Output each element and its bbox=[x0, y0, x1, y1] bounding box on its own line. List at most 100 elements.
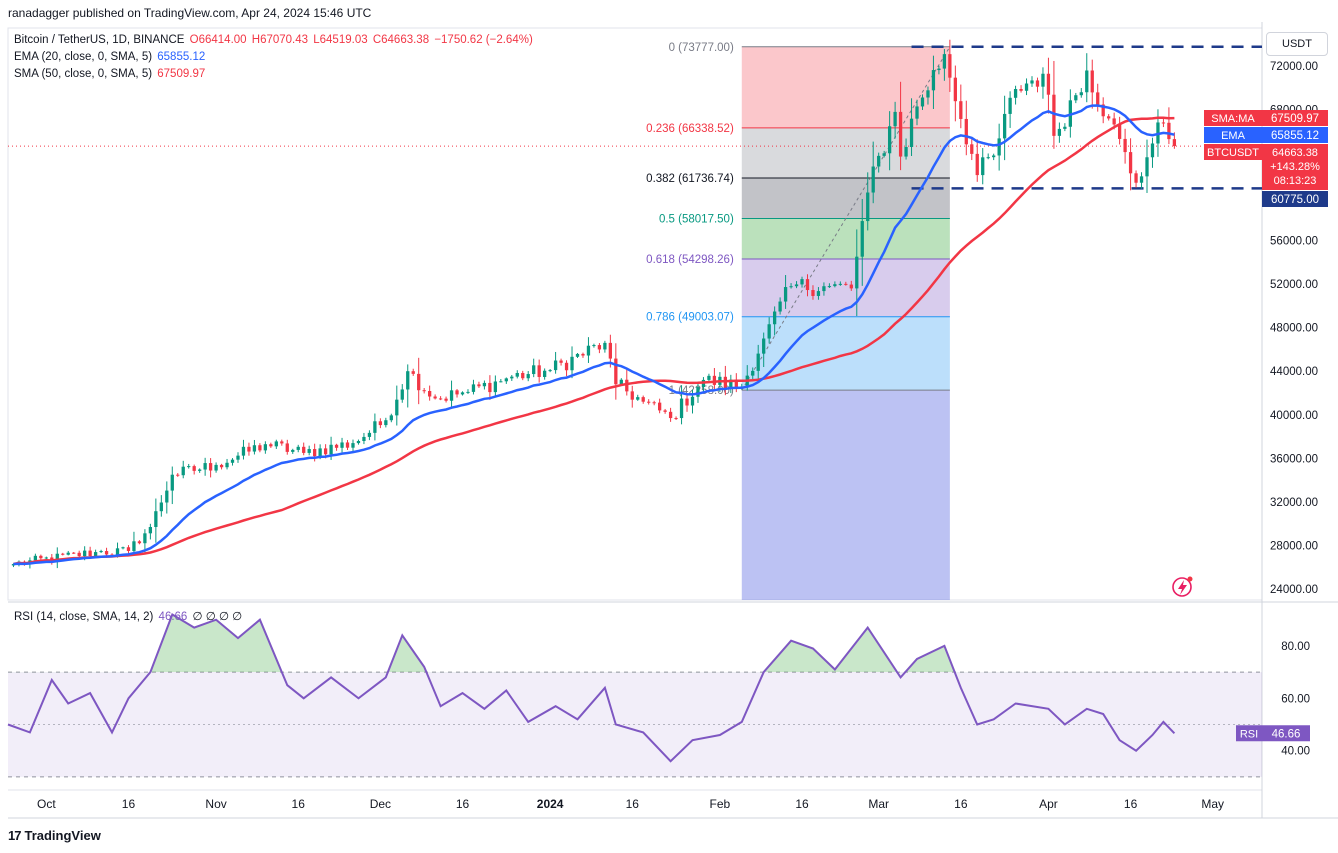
candle-body bbox=[230, 459, 235, 463]
time-tick-label: Dec bbox=[370, 797, 391, 811]
fibonacci-retracement[interactable]: 0 (73777.00) 0.236 (66338.52) 0.382 (61736… bbox=[646, 42, 951, 600]
candle-body bbox=[384, 420, 388, 426]
candle-body bbox=[521, 372, 525, 379]
candle-body bbox=[1074, 95, 1078, 101]
candle-body bbox=[329, 444, 333, 455]
candle-body bbox=[1117, 124, 1122, 139]
sma-legend[interactable]: SMA (50, close, 0, SMA, 5) 67509.97 bbox=[14, 68, 205, 80]
candle-body bbox=[362, 436, 366, 441]
candle-body bbox=[1041, 73, 1045, 87]
ohlc-change: −1750.62 (−2.64%) bbox=[434, 34, 533, 46]
symbol-legend[interactable]: Bitcoin / TetherUS, 1D, BINANCE O66414.0… bbox=[14, 34, 533, 46]
candle-body bbox=[444, 398, 448, 401]
rsi-tick-label: 60.00 bbox=[1281, 693, 1310, 705]
candle-body bbox=[838, 283, 842, 285]
candle-body bbox=[176, 474, 180, 476]
candle-body bbox=[214, 464, 218, 471]
candle-body bbox=[898, 111, 903, 157]
alert-marker[interactable] bbox=[1172, 576, 1193, 597]
candle-body bbox=[1063, 126, 1067, 129]
candle-body bbox=[334, 444, 339, 448]
candle-body bbox=[422, 390, 426, 392]
time-tick-label: 2024 bbox=[537, 797, 564, 811]
candle-body bbox=[619, 379, 623, 385]
sma-price-tag: SMA:MA 67509.97 bbox=[1204, 110, 1328, 126]
candle-body bbox=[318, 448, 322, 457]
candle-body bbox=[685, 398, 689, 406]
candle-body bbox=[608, 342, 613, 359]
candle-body bbox=[252, 445, 257, 452]
candle-body bbox=[712, 375, 717, 385]
candle-body bbox=[805, 279, 810, 291]
rsi-tag-name: RSI bbox=[1240, 728, 1258, 740]
candle-body bbox=[154, 511, 158, 528]
alert-bolt bbox=[1178, 580, 1187, 595]
candle-body bbox=[904, 146, 908, 157]
candle-body bbox=[543, 370, 547, 377]
candle-body bbox=[647, 401, 651, 403]
candle-body bbox=[762, 338, 766, 354]
horizontal-levels[interactable] bbox=[8, 45, 1262, 190]
candle-body bbox=[592, 345, 596, 347]
candle-body bbox=[1052, 94, 1056, 136]
candle-body bbox=[564, 362, 569, 371]
candle-body bbox=[1112, 118, 1116, 125]
fib-level-label: 0 (73777.00) bbox=[669, 42, 734, 54]
candle-body bbox=[915, 106, 919, 119]
ema-price-tag: EMA 65855.12 bbox=[1204, 127, 1328, 143]
candle-body bbox=[61, 553, 65, 555]
candle-body bbox=[488, 382, 492, 393]
candle-body bbox=[816, 291, 821, 296]
candle-body bbox=[811, 290, 815, 296]
currency-button[interactable]: USDT bbox=[1266, 32, 1328, 56]
time-tick-label: 16 bbox=[292, 797, 306, 811]
candle-body bbox=[827, 286, 832, 288]
candle-body bbox=[104, 551, 109, 555]
candle-body bbox=[822, 286, 826, 292]
candle-body bbox=[1008, 97, 1012, 114]
brand-name: TradingView bbox=[24, 828, 101, 843]
candle-body bbox=[1123, 138, 1127, 153]
candle-body bbox=[800, 279, 804, 285]
candle-body bbox=[44, 557, 48, 559]
candle-body bbox=[767, 324, 771, 339]
candle-body bbox=[597, 345, 602, 350]
candle-body bbox=[247, 446, 251, 452]
candle-body bbox=[181, 466, 185, 476]
candle-body bbox=[323, 448, 328, 455]
candle-body bbox=[1035, 80, 1040, 87]
candle-body bbox=[1019, 89, 1023, 91]
candle-body bbox=[844, 283, 848, 285]
rsi-tag-name-box bbox=[1236, 725, 1262, 742]
candle-body bbox=[1013, 89, 1018, 98]
candle-body bbox=[992, 155, 996, 158]
ema-price-tag-name: EMA bbox=[1221, 130, 1246, 142]
candle-body bbox=[274, 441, 278, 447]
candle-body bbox=[55, 553, 59, 562]
candle-body bbox=[526, 374, 530, 379]
candle-body bbox=[356, 440, 361, 444]
candle-body bbox=[1030, 80, 1034, 84]
price-labels: SMA:MA 67509.97 EMA 65855.12 BTCUSDT 64663.38… bbox=[1204, 110, 1328, 207]
rsi-tick-label: 80.00 bbox=[1281, 641, 1310, 653]
candle-body bbox=[942, 54, 947, 69]
candle-body bbox=[99, 551, 103, 553]
candle-body bbox=[263, 444, 268, 451]
tradingview-brand[interactable]: 17 TradingView bbox=[8, 828, 101, 843]
support-price-tag-value: 60775.00 bbox=[1271, 194, 1319, 206]
time-tick-label: 16 bbox=[1124, 797, 1138, 811]
publisher-line: ranadagger published on TradingView.com,… bbox=[8, 6, 372, 20]
candle-body bbox=[1145, 157, 1149, 177]
fib-level-label: 0.5 (58017.50) bbox=[659, 213, 734, 225]
candle-body bbox=[515, 372, 519, 377]
candle-body bbox=[953, 77, 957, 102]
time-tick-label: 16 bbox=[626, 797, 640, 811]
candle-body bbox=[657, 402, 662, 411]
candle-body bbox=[668, 411, 673, 419]
fib-level-label: 0.618 (54298.26) bbox=[646, 254, 734, 266]
candle-body bbox=[236, 455, 240, 460]
candle-body bbox=[187, 466, 191, 468]
ohlc-high: H67070.43 bbox=[251, 34, 309, 46]
ema-legend[interactable]: EMA (20, close, 0, SMA, 5) 65855.12 bbox=[14, 51, 205, 63]
